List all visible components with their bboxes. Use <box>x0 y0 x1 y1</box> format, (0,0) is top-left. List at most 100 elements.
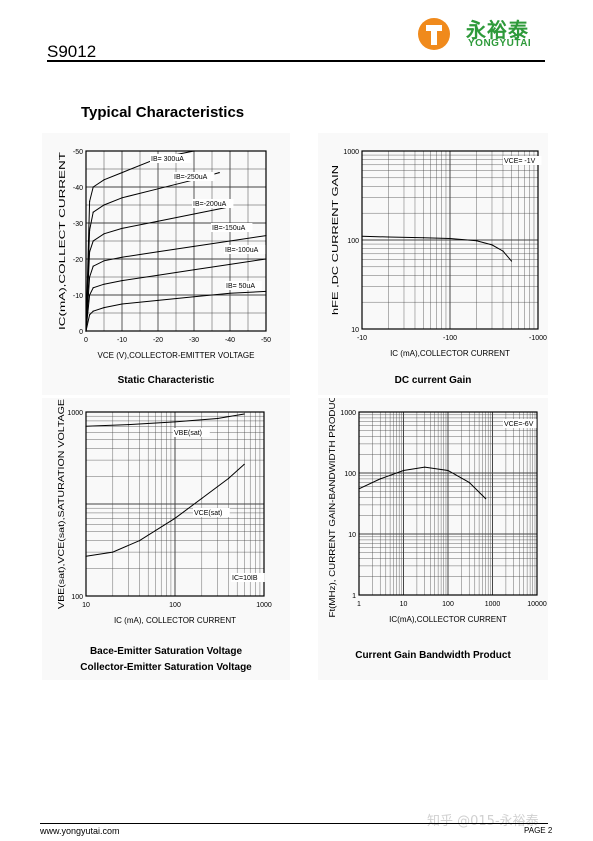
chart-gain-bandwidth: 1 10 100 1000 10000 1000 100 10 1 IC(mA),COLLECTO… <box>328 398 547 624</box>
chart-static-characteristic: 0 -10 -20 -30 -40 -50 -50 -40 -30 -20 -10 0 VCE (V),… <box>58 149 271 360</box>
plot-frame <box>85 150 267 332</box>
series-label-bg <box>211 223 253 232</box>
chart-annotation: VCE=-6V <box>504 421 534 428</box>
data-point <box>89 229 91 231</box>
annotation-bg <box>231 573 265 582</box>
series-line-0 <box>361 235 512 262</box>
x-tick-label: -30 <box>189 337 199 344</box>
data-point <box>387 236 390 238</box>
x-tick-label: 100 <box>169 602 181 609</box>
x-axis-label: IC (mA), COLLECTOR CURRENT <box>114 616 236 625</box>
data-point <box>449 237 451 240</box>
y-tick-label: 100 <box>347 238 359 245</box>
y-tick-label: -50 <box>73 149 83 156</box>
x-axis-label: VCE (V),COLLECTOR-EMITTER VOLTAGE <box>98 351 255 360</box>
series-label-bg <box>224 245 266 254</box>
data-point <box>157 251 159 253</box>
plot-frame <box>361 150 539 330</box>
data-point <box>89 200 91 202</box>
data-point <box>229 240 231 242</box>
y-tick-label: 0 <box>79 329 83 336</box>
x-tick-label: 0 <box>84 337 88 344</box>
x-tick-label: 10 <box>400 601 408 608</box>
x-tick-label: 10 <box>82 602 90 609</box>
y-tick-label: 1000 <box>343 149 359 156</box>
series-line-0 <box>85 413 245 427</box>
x-tick-label: -1000 <box>529 335 547 342</box>
x-tick-label: 1 <box>357 601 361 608</box>
data-point <box>92 211 94 213</box>
data-point <box>121 197 123 199</box>
series-label: IB= 300uA <box>151 156 184 163</box>
data-point <box>157 274 159 276</box>
x-axis-label: IC(mA),COLLECTOR CURRENT <box>389 615 507 624</box>
plot-frame <box>85 411 265 597</box>
data-point <box>121 227 123 229</box>
panel-static <box>42 133 290 395</box>
y-tick-label: 10 <box>348 532 356 539</box>
data-point <box>218 172 220 174</box>
caption-static: Static Characteristic <box>117 375 215 386</box>
data-point <box>121 280 123 282</box>
data-point <box>502 250 504 252</box>
data-point <box>89 294 91 296</box>
series-label-bg <box>173 428 210 437</box>
data-point <box>157 299 159 301</box>
y-axis-label: VBE(sat),VCE(sat),SATURATION VOLTAGE <box>57 399 66 609</box>
section-title: Typical Characteristics <box>81 104 245 121</box>
data-point <box>447 469 449 472</box>
series-label-bg <box>150 154 192 163</box>
series-label-bg <box>193 508 230 517</box>
x-tick-label: 10000 <box>527 601 547 608</box>
data-point <box>243 413 245 415</box>
series-line-1 <box>85 172 220 332</box>
data-point <box>92 186 94 188</box>
data-point <box>103 307 105 309</box>
data-point <box>121 172 123 174</box>
data-point <box>103 233 105 235</box>
y-tick-label: -20 <box>73 257 83 264</box>
y-tick-label: -40 <box>73 185 83 192</box>
series-line-2 <box>85 206 231 332</box>
y-axis-label: Ft(MHz), CURRENT GAIN-BANDWIDTH PRODUCT <box>328 398 337 618</box>
x-tick-label: -10 <box>357 335 367 342</box>
y-tick-label: 1000 <box>340 410 356 417</box>
footer-website: www.yongyutai.com <box>40 826 120 836</box>
data-point <box>265 235 267 237</box>
series-label: IB=-200uA <box>193 201 227 208</box>
y-tick-label: 1 <box>352 593 356 600</box>
series-line-0 <box>358 466 486 499</box>
data-point <box>89 276 91 278</box>
caption-saturation: Bace-Emitter Saturation Voltage Collecto… <box>80 646 252 673</box>
part-number: S9012 <box>47 42 97 61</box>
x-tick-label: -20 <box>153 337 163 344</box>
data-point <box>358 488 360 490</box>
caption-dc-gain: DC current Gain <box>394 375 472 386</box>
x-tick-label: 100 <box>442 601 454 608</box>
data-point <box>510 260 513 262</box>
data-point <box>379 478 381 480</box>
series-label: IB=-250uA <box>174 174 208 181</box>
data-point <box>92 310 94 312</box>
series-label-bg <box>173 172 215 181</box>
chart-annotation: VCE= -1V <box>504 158 536 165</box>
series-label-bg <box>192 199 234 208</box>
y-tick-label: 100 <box>71 594 83 601</box>
x-tick-label: -50 <box>261 337 271 344</box>
series-label: IB=-150uA <box>212 225 246 232</box>
y-axis-label: IC(mA),COLLECT CURRENT <box>58 152 67 330</box>
y-tick-label: -30 <box>73 221 83 228</box>
data-point <box>265 258 267 260</box>
y-axis-label: hFE ,DC CURRENT GAIN <box>331 165 340 315</box>
data-point <box>216 417 219 420</box>
data-point <box>402 469 405 472</box>
series-label-bg <box>225 281 262 290</box>
data-point <box>92 265 94 267</box>
x-tick-label: -10 <box>117 337 127 344</box>
data-point <box>229 292 231 294</box>
data-point <box>193 213 195 215</box>
watermark: 知乎 @015-永裕泰 <box>427 814 539 829</box>
data-point <box>491 244 493 246</box>
data-point <box>201 497 203 500</box>
